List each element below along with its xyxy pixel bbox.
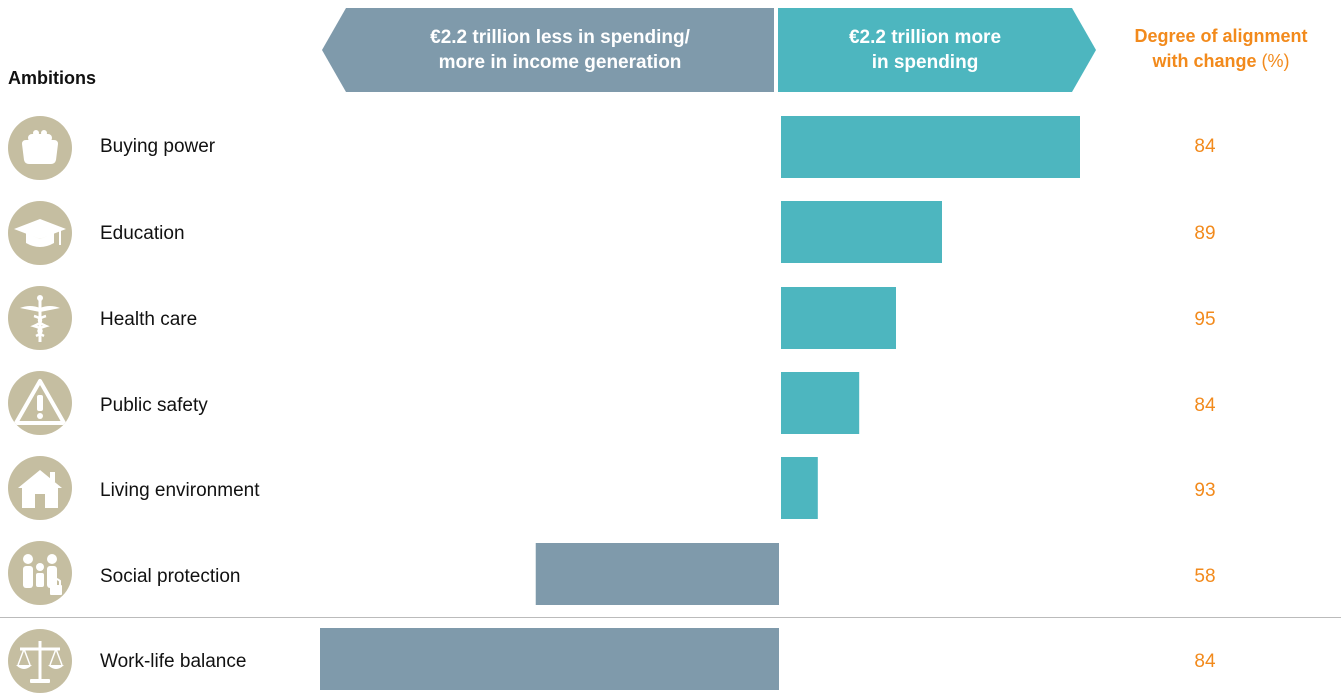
alignment-value-health-care: 95 (1194, 309, 1216, 330)
header-alignment: Degree of alignment with change (%) (1098, 24, 1341, 74)
house-icon (8, 456, 72, 520)
bar-public-safety (781, 372, 860, 434)
warning-icon (8, 371, 72, 435)
header-alignment-title: Degree of alignment with change (1134, 26, 1308, 71)
bar-work-life-balance (320, 628, 779, 690)
row-label-public-safety: Public safety (100, 395, 208, 416)
bar-health-care (781, 287, 896, 349)
row-label-education: Education (100, 223, 185, 244)
scales-icon (8, 629, 72, 693)
alignment-value-education: 89 (1194, 223, 1216, 244)
bar-buying-power (781, 116, 1080, 178)
separator-line (0, 617, 1341, 618)
alignment-value-public-safety: 84 (1194, 395, 1216, 416)
purse-icon (8, 116, 72, 180)
row-label-work-life-balance: Work-life balance (100, 651, 247, 672)
header-more-spending: €2.2 trillion more in spending (778, 8, 1096, 92)
family-lock-icon (8, 541, 72, 605)
row-label-social-protection: Social protection (100, 566, 241, 587)
alignment-value-living-environment: 93 (1194, 480, 1216, 501)
bar-social-protection (535, 543, 779, 605)
alignment-value-social-protection: 58 (1194, 566, 1216, 587)
caduceus-icon (8, 286, 72, 350)
row-label-buying-power: Buying power (100, 136, 216, 157)
alignment-value-work-life-balance: 84 (1194, 651, 1216, 672)
header-less-spending: €2.2 trillion less in spending/ more in … (322, 8, 774, 92)
bar-education (781, 201, 942, 263)
graduation-cap-icon (8, 201, 72, 265)
ambitions-heading: Ambitions (8, 68, 96, 88)
row-label-living-environment: Living environment (100, 480, 260, 501)
alignment-value-buying-power: 84 (1194, 136, 1216, 157)
header-alignment-unit: (%) (1256, 51, 1290, 71)
bar-living-environment (781, 457, 818, 519)
row-label-health-care: Health care (100, 309, 198, 330)
